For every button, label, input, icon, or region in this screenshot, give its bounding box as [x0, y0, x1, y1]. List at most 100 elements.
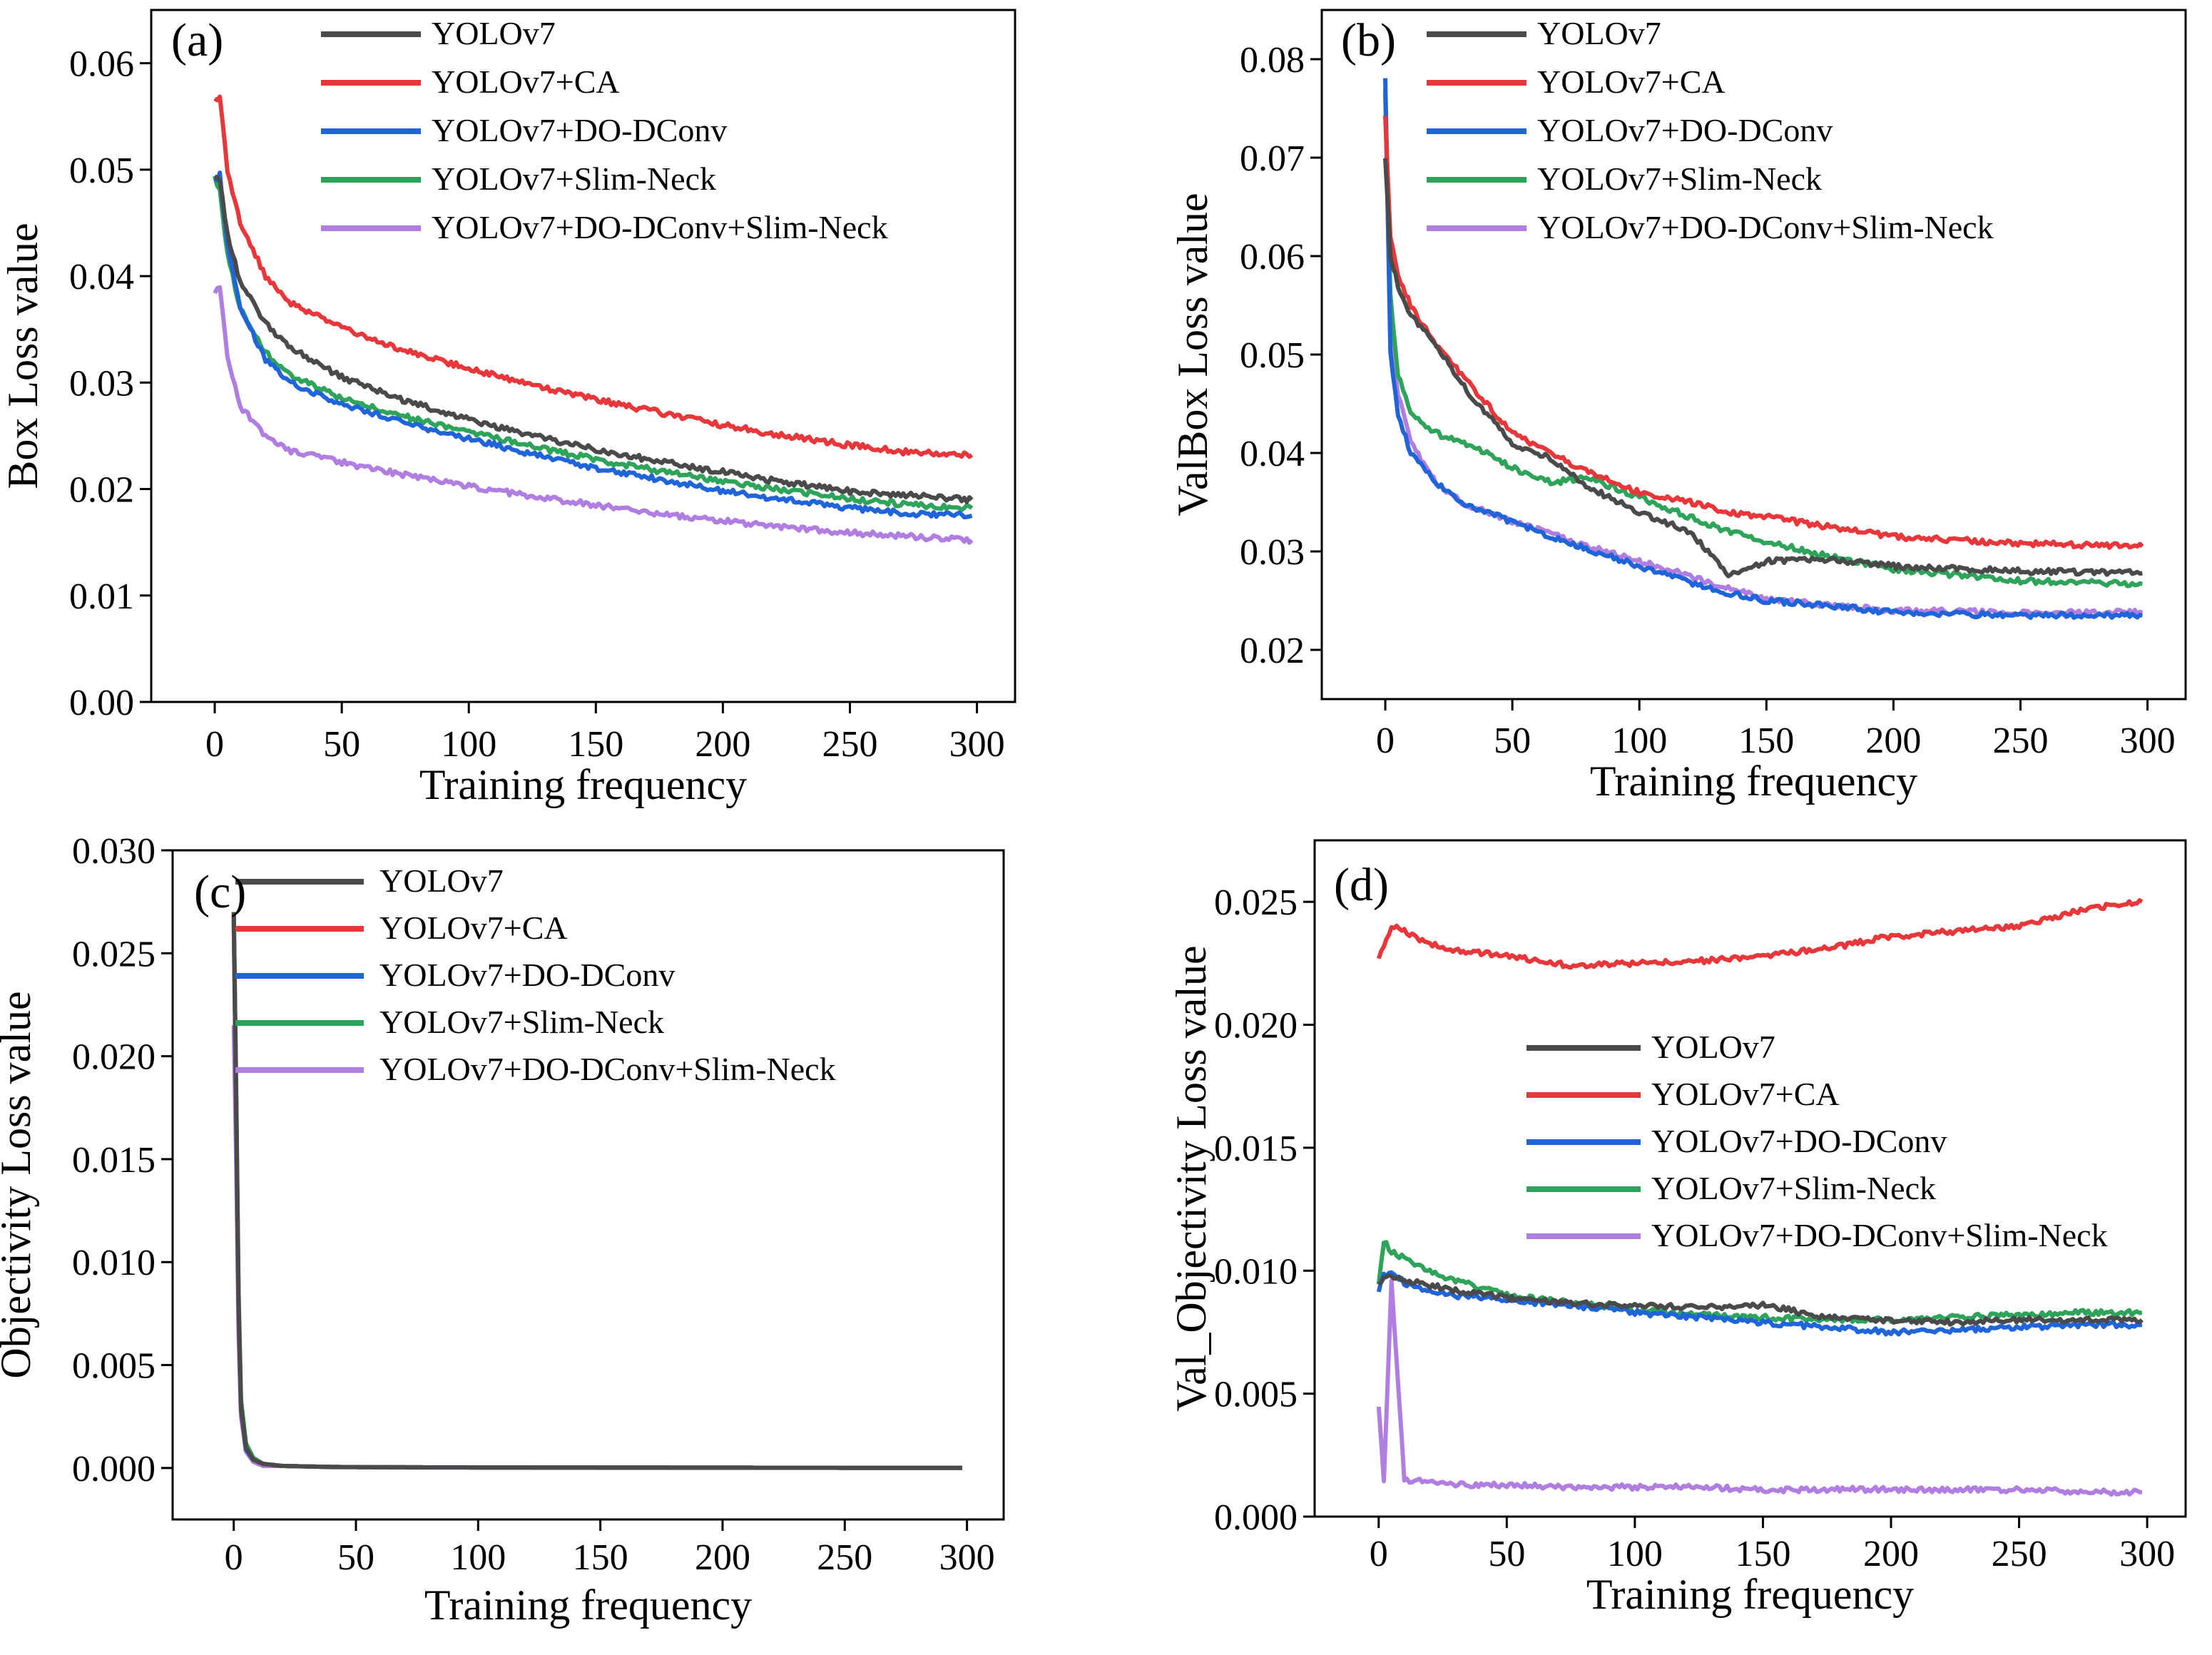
series-line-YOLOv7: [214, 174, 974, 504]
x-tick-label: 300: [2119, 1534, 2175, 1574]
legend: YOLOv7 YOLOv7+CA YOLOv7+DO-DConv YOLOv7+Sli…: [1427, 15, 1994, 245]
legend-label: YOLOv7+CA: [1651, 1076, 1840, 1112]
x-tick-label: 50: [323, 724, 360, 765]
legend: YOLOv7 YOLOv7+CA YOLOv7+DO-DConv YOLOv7+Sli…: [1527, 1029, 2108, 1253]
series-line-YOLOv7+Slim-Neck: [231, 912, 962, 1470]
y-axis-label: Box Loss value: [0, 223, 46, 489]
panel-label: (b): [1341, 14, 1396, 66]
y-tick-label: 0.00: [69, 683, 134, 723]
x-axis-label: Training frequency: [1586, 1571, 1914, 1618]
series-line-YOLOv7+DO-DConv: [1376, 1270, 2143, 1337]
y-tick-label: 0.030: [72, 831, 156, 872]
y-tick-label: 0.010: [1214, 1251, 1298, 1292]
y-axis-label: Val_Objectivity Loss value: [1168, 945, 1215, 1411]
y-tick-label: 0.05: [69, 151, 134, 191]
series-line-YOLOv7: [1377, 1273, 2144, 1327]
series-line-YOLOv7+DO-DConv: [213, 170, 973, 519]
y-tick-label: 0.010: [72, 1243, 156, 1283]
y-tick-label: 0.03: [1240, 532, 1305, 573]
legend-label: YOLOv7: [1651, 1029, 1775, 1065]
series-line-YOLOv7+CA: [1383, 116, 2144, 550]
y-tick-label: 0.04: [69, 257, 134, 297]
series-line-YOLOv7+Slim-Neck: [213, 175, 974, 512]
y-tick-label: 0.025: [72, 934, 156, 974]
x-tick-label: 50: [1494, 720, 1531, 761]
y-tick-label: 0.02: [1240, 631, 1305, 671]
x-tick-label: 200: [1863, 1534, 1919, 1574]
legend-label: YOLOv7+DO-DConv+Slim-Neck: [1537, 209, 1994, 245]
x-tick-label: 250: [822, 724, 877, 765]
plot-frame: [150, 9, 1016, 703]
legend-label: YOLOv7: [432, 15, 556, 51]
x-tick-label: 0: [1376, 720, 1395, 761]
y-tick-label: 0.01: [69, 576, 134, 617]
series-line-YOLOv7: [231, 912, 962, 1470]
legend-label: YOLOv7: [1537, 15, 1661, 51]
chart-panel-1: 0 50 100 150 200 250 300 0.02 0.03 0.04 0.05 0.06 0.…: [1169, 9, 2187, 805]
y-tick-label: 0.06: [1240, 237, 1305, 277]
y-axis-label: ValBox Loss value: [1169, 193, 1216, 516]
series-line-YOLOv7: [1383, 158, 2143, 579]
y-tick-label: 0.015: [72, 1140, 156, 1181]
x-tick-label: 200: [695, 1537, 750, 1578]
legend-label: YOLOv7+DO-DConv+Slim-Neck: [379, 1051, 836, 1087]
x-tick-label: 0: [225, 1537, 243, 1578]
y-tick-label: 0.020: [72, 1037, 156, 1078]
legend-label: YOLOv7+Slim-Neck: [1537, 161, 1822, 197]
series-line-YOLOv7+CA: [213, 94, 974, 459]
y-tick-label: 0.04: [1240, 434, 1305, 474]
series-line-YOLOv7+DO-DConv+Slim-Neck: [231, 1025, 962, 1470]
y-tick-label: 0.08: [1240, 40, 1305, 81]
legend-label: YOLOv7+DO-DConv: [1651, 1123, 1947, 1159]
x-tick-label: 150: [1738, 720, 1794, 761]
series-line-YOLOv7+CA: [1376, 898, 2144, 970]
legend-label: YOLOv7+CA: [432, 63, 620, 100]
x-tick-label: 300: [949, 724, 1005, 765]
y-tick-label: 0.05: [1240, 335, 1305, 376]
x-tick-label: 100: [1611, 720, 1667, 761]
legend-label: YOLOv7+DO-DConv: [379, 957, 675, 993]
chart-panel-3: 0 50 100 150 200 250 300 0.000 0.005 0.010 0.015 0.…: [1168, 839, 2187, 1618]
legend-label: YOLOv7+Slim-Neck: [379, 1004, 664, 1040]
y-tick-label: 0.020: [1214, 1006, 1298, 1047]
x-tick-label: 250: [817, 1537, 872, 1578]
x-tick-label: 300: [939, 1537, 995, 1578]
series-line-YOLOv7+Slim-Neck: [1376, 1240, 2143, 1325]
x-tick-label: 250: [1992, 720, 2048, 761]
series-line-YOLOv7+CA: [231, 916, 962, 1470]
x-tick-label: 150: [1735, 1534, 1790, 1574]
series-line-YOLOv7+Slim-Neck: [1383, 88, 2143, 589]
legend-label: YOLOv7+CA: [379, 910, 568, 946]
plot-frame: [1313, 839, 2187, 1518]
legend-label: YOLOv7+Slim-Neck: [1651, 1170, 1936, 1206]
x-tick-label: 150: [573, 1537, 628, 1578]
legend: YOLOv7 YOLOv7+CA YOLOv7+DO-DConv YOLOv7+Sli…: [321, 15, 888, 245]
x-tick-label: 100: [450, 1537, 506, 1578]
x-tick-label: 200: [695, 724, 750, 765]
y-tick-label: 0.02: [69, 470, 134, 511]
legend-label: YOLOv7+Slim-Neck: [432, 161, 716, 197]
y-axis-label: Objectivity Loss value: [0, 991, 39, 1378]
x-tick-label: 0: [205, 724, 224, 765]
x-tick-label: 300: [2120, 720, 2176, 761]
x-tick-label: 100: [441, 724, 496, 765]
legend-label: YOLOv7+DO-DConv: [432, 112, 727, 148]
panel-label: (a): [171, 14, 223, 66]
x-tick-label: 250: [1992, 1534, 2047, 1574]
panel-label: (c): [194, 866, 246, 918]
y-tick-label: 0.03: [69, 363, 134, 404]
chart-panel-2: 0 50 100 150 200 250 300 0.000 0.005 0.010 0.015 0.…: [0, 831, 1005, 1629]
plot-frame: [171, 849, 1005, 1521]
x-tick-label: 150: [568, 724, 623, 765]
x-tick-label: 200: [1865, 720, 1921, 761]
legend-label: YOLOv7+DO-DConv: [1537, 112, 1833, 148]
legend-label: YOLOv7: [379, 862, 504, 899]
x-axis-label: Training frequency: [1590, 758, 1917, 805]
chart-panel-0: 0 50 100 150 200 250 300 0.00 0.01 0.02 0.03 0.04 0.…: [0, 9, 1016, 808]
y-tick-label: 0.005: [1214, 1375, 1298, 1415]
y-tick-label: 0.025: [1214, 882, 1298, 923]
y-tick-label: 0.015: [1214, 1129, 1298, 1169]
y-tick-label: 0.000: [72, 1449, 156, 1490]
y-tick-label: 0.06: [69, 44, 134, 85]
